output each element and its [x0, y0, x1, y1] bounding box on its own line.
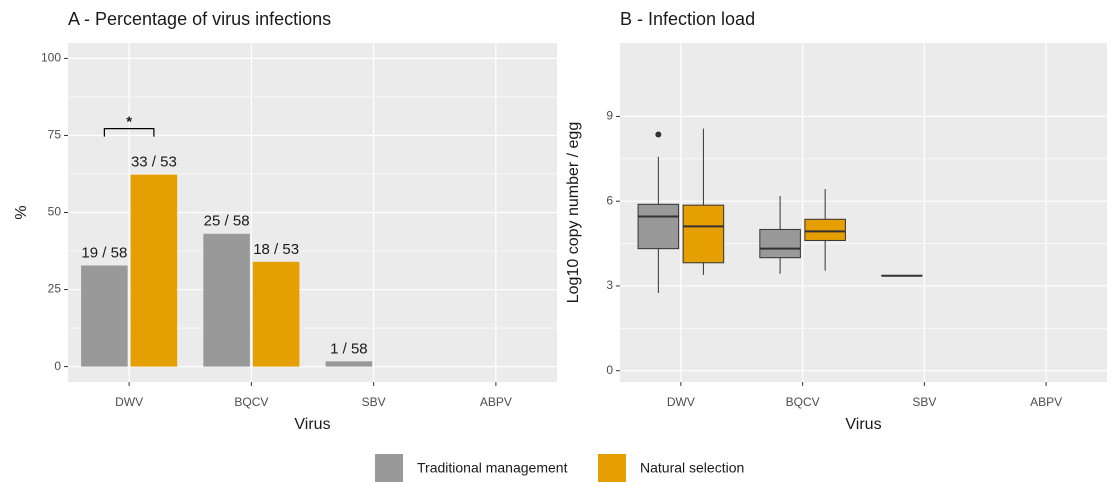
legend-swatch — [598, 454, 626, 482]
bar — [203, 233, 250, 367]
outlier — [655, 131, 662, 138]
x-tick-label: ABPV — [480, 395, 512, 409]
chart-title: A - Percentage of virus infections — [68, 9, 331, 29]
value-label: 33 / 53 — [131, 154, 177, 171]
x-tick-label: BQCV — [234, 395, 268, 409]
box — [804, 218, 846, 241]
x-axis-title: Virus — [294, 416, 330, 433]
legend-swatch — [375, 454, 403, 482]
y-tick-label: 0 — [54, 359, 61, 373]
significance-label: * — [126, 114, 132, 131]
y-tick-label: 9 — [606, 109, 613, 123]
x-tick-label: DWV — [667, 395, 695, 409]
y-tick-label: 25 — [48, 282, 62, 296]
value-label: 1 / 58 — [330, 340, 368, 357]
y-tick-label: 6 — [606, 193, 613, 207]
bar — [130, 174, 178, 367]
value-label: 25 / 58 — [204, 213, 250, 230]
y-axis-title: % — [13, 205, 30, 219]
y-axis-title: Log10 copy number / egg — [565, 122, 582, 303]
x-tick-label: DWV — [115, 395, 143, 409]
x-tick-label: SBV — [912, 395, 936, 409]
significance-bracket — [103, 127, 155, 137]
box — [637, 203, 680, 250]
y-tick-label: 3 — [606, 278, 613, 292]
bar — [81, 265, 128, 367]
x-axis-title: Virus — [845, 416, 881, 433]
box — [759, 228, 801, 259]
y-tick-label: 0 — [606, 363, 613, 377]
y-tick-label: 50 — [48, 205, 62, 219]
y-tick-label: 75 — [48, 128, 62, 142]
bar — [325, 361, 373, 367]
y-tick-label: 100 — [41, 51, 61, 65]
x-tick-label: ABPV — [1030, 395, 1062, 409]
value-label: 18 / 53 — [253, 241, 299, 258]
chart-title: B - Infection load — [620, 9, 755, 29]
bar — [252, 261, 300, 367]
box — [682, 204, 725, 264]
legend-label: Natural selection — [640, 460, 744, 476]
value-label: 19 / 58 — [81, 244, 127, 261]
legend-label: Traditional management — [417, 460, 568, 476]
x-tick-label: SBV — [362, 395, 386, 409]
x-tick-label: BQCV — [786, 395, 820, 409]
